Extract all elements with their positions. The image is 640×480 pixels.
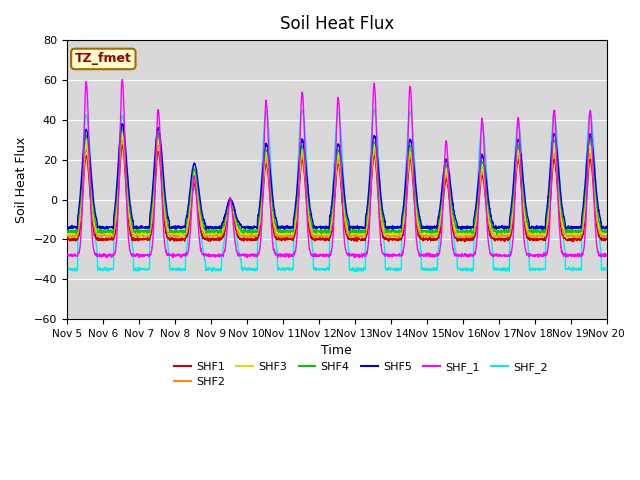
SHF1 <box>353 236 360 241</box>
SHF5 <box>571 224 579 229</box>
SHF2 <box>603 233 611 239</box>
SHF5 <box>603 224 611 229</box>
SHF_2 <box>494 267 502 273</box>
SHF3 <box>556 194 563 200</box>
SHF3 <box>571 228 579 234</box>
SHF_2 <box>468 269 476 275</box>
SHF_2 <box>214 268 221 274</box>
SHF5 <box>214 226 221 231</box>
SHF_1 <box>365 240 372 246</box>
Line: SHF4: SHF4 <box>67 128 607 234</box>
SHF5 <box>494 225 502 231</box>
SHF4 <box>353 228 360 233</box>
Y-axis label: Soil Heat Flux: Soil Heat Flux <box>15 136 28 223</box>
SHF4 <box>118 125 125 131</box>
SHF2 <box>494 233 502 239</box>
Text: TZ_fmet: TZ_fmet <box>75 52 132 65</box>
SHF5 <box>346 228 353 233</box>
SHF3 <box>178 233 186 239</box>
SHF_1 <box>494 253 502 259</box>
SHF5 <box>556 176 563 182</box>
SHF5 <box>63 223 70 229</box>
SHF1 <box>364 225 372 231</box>
SHF_2 <box>571 265 579 271</box>
Title: Soil Heat Flux: Soil Heat Flux <box>280 15 394 33</box>
SHF_1 <box>351 255 359 261</box>
SHF2 <box>573 235 580 240</box>
SHF4 <box>214 229 221 235</box>
SHF3 <box>603 230 611 236</box>
Line: SHF_2: SHF_2 <box>67 109 607 272</box>
SHF3 <box>63 230 70 236</box>
Line: SHF_1: SHF_1 <box>67 79 607 258</box>
SHF3 <box>118 130 126 135</box>
SHF2 <box>364 216 372 221</box>
SHF2 <box>353 232 360 238</box>
SHF_2 <box>352 265 360 271</box>
SHF_1 <box>603 253 611 259</box>
Line: SHF3: SHF3 <box>67 132 607 236</box>
SHF1 <box>118 142 125 148</box>
Line: SHF1: SHF1 <box>67 145 607 242</box>
SHF4 <box>63 228 70 234</box>
SHF1 <box>214 235 221 241</box>
SHF2 <box>63 233 70 239</box>
SHF4 <box>603 229 611 235</box>
SHF5 <box>353 226 360 231</box>
SHF_1 <box>571 252 579 257</box>
SHF3 <box>353 229 360 235</box>
SHF1 <box>569 239 577 245</box>
SHF_1 <box>556 225 563 230</box>
SHF_2 <box>371 106 378 112</box>
SHF3 <box>214 230 221 236</box>
Legend: SHF1, SHF2, SHF3, SHF4, SHF5, SHF_1, SHF_2: SHF1, SHF2, SHF3, SHF4, SHF5, SHF_1, SHF… <box>170 357 552 392</box>
SHF5 <box>118 121 126 127</box>
SHF2 <box>214 233 221 239</box>
Line: SHF5: SHF5 <box>67 124 607 230</box>
SHF_1 <box>353 252 360 257</box>
SHF4 <box>493 231 500 237</box>
SHF1 <box>63 236 70 242</box>
SHF1 <box>494 236 502 242</box>
Line: SHF2: SHF2 <box>67 140 607 238</box>
SHF4 <box>571 228 579 234</box>
SHF_2 <box>364 206 372 212</box>
SHF_2 <box>556 173 563 179</box>
SHF_2 <box>603 264 611 270</box>
SHF2 <box>570 232 578 238</box>
SHF2 <box>118 137 126 143</box>
X-axis label: Time: Time <box>321 344 352 357</box>
SHF4 <box>556 187 563 192</box>
SHF_2 <box>63 265 70 271</box>
SHF2 <box>556 198 563 204</box>
SHF4 <box>364 203 372 209</box>
SHF1 <box>556 208 563 214</box>
SHF_1 <box>214 253 221 259</box>
SHF4 <box>494 229 502 235</box>
SHF1 <box>571 236 579 241</box>
SHF1 <box>603 236 611 242</box>
SHF3 <box>494 230 502 236</box>
SHF5 <box>365 192 372 197</box>
SHF_1 <box>118 76 126 82</box>
SHF3 <box>365 207 372 213</box>
SHF_1 <box>63 253 70 259</box>
